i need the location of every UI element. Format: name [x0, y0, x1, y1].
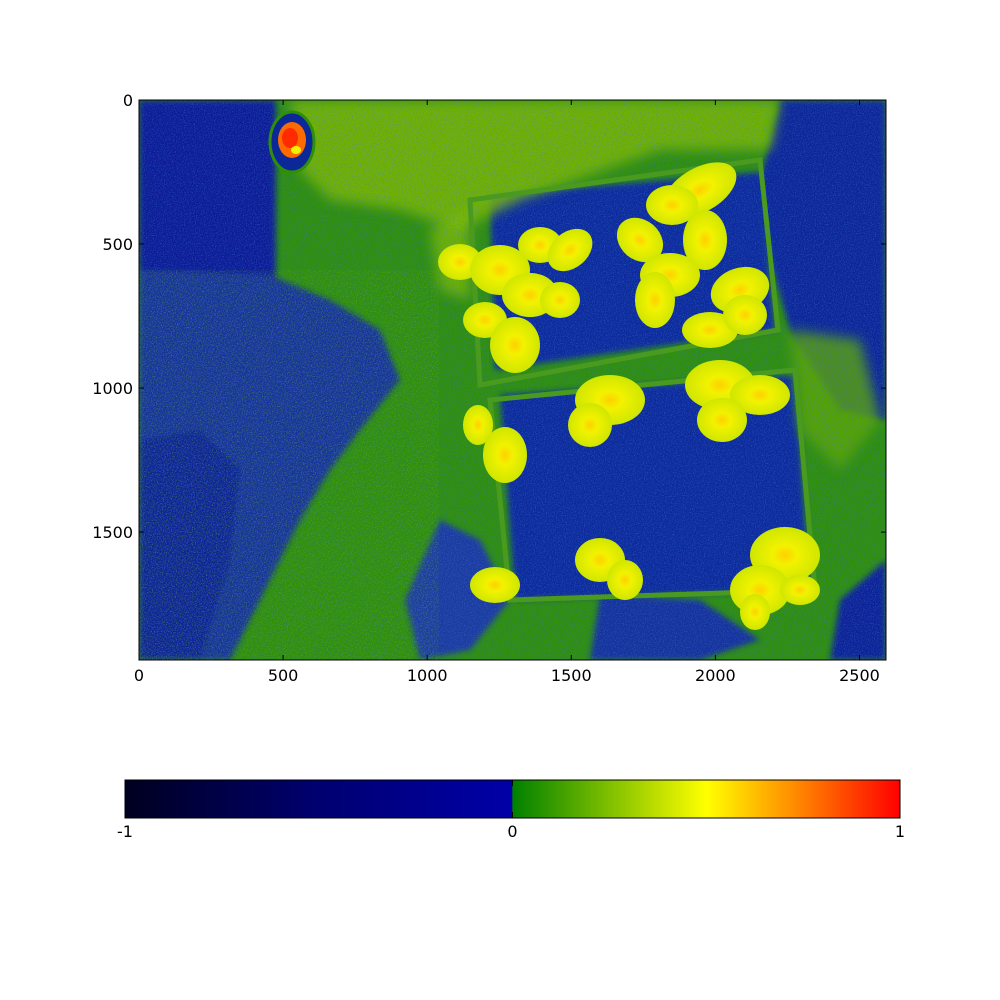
- y-tick-label: 0: [123, 91, 133, 110]
- y-tick-label: 1500: [92, 523, 133, 542]
- x-tick-label: 2000: [695, 666, 736, 685]
- x-tick-label: 1500: [551, 666, 592, 685]
- y-tick-label: 1000: [92, 379, 133, 398]
- colorbar-ticks: -1 0 1: [117, 780, 905, 841]
- colorbar-tick-label: 0: [507, 822, 517, 841]
- y-axis: 0 500 1000 1500: [92, 91, 886, 542]
- colorbar-gradient: [125, 780, 900, 818]
- target-disc: [268, 110, 316, 174]
- x-tick-label: 500: [268, 666, 299, 685]
- heatmap-image: [139, 100, 886, 660]
- colorbar-tick-label: 1: [895, 822, 905, 841]
- x-tick-label: 2500: [839, 666, 880, 685]
- plot-frame: [138, 99, 887, 661]
- leaves: [438, 162, 820, 630]
- colorbar: -1 0 1: [117, 779, 905, 841]
- x-tick-label: 1000: [407, 666, 448, 685]
- x-axis: 0 500 1000 1500 2000 2500: [134, 100, 880, 685]
- colorbar-tick-label: -1: [117, 822, 133, 841]
- y-tick-label: 500: [102, 235, 133, 254]
- x-tick-label: 0: [134, 666, 144, 685]
